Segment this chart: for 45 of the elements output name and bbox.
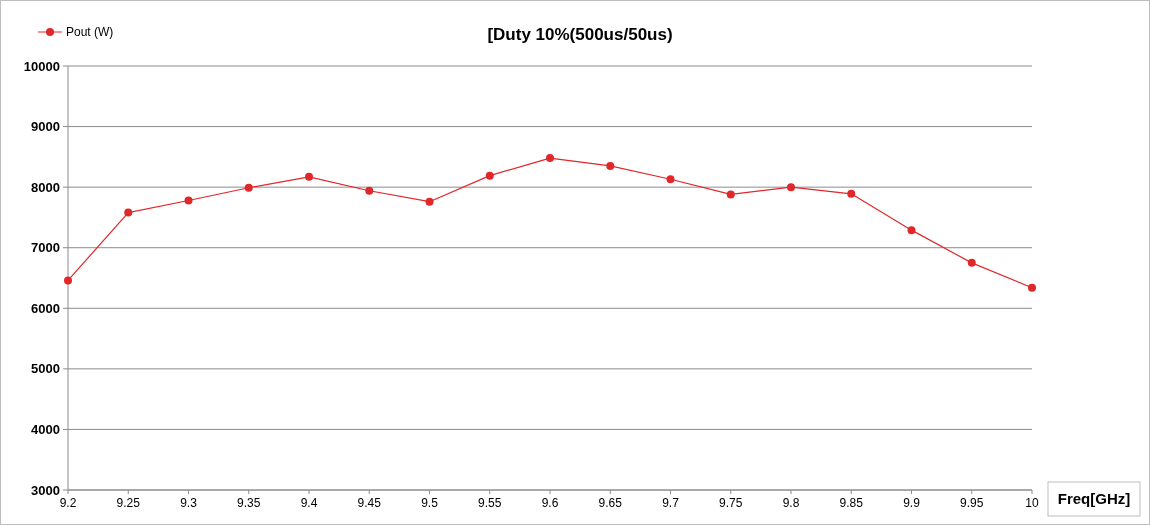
point [485, 171, 494, 180]
point [64, 276, 72, 285]
x-tick-label: 9.6 [541, 496, 559, 510]
x-tick-label: 9.95 [960, 496, 984, 510]
point [184, 196, 193, 205]
point [1028, 283, 1036, 292]
y-tick-label: 3000 [31, 482, 60, 498]
x-axis-title: Freq[GHz] [1057, 490, 1131, 508]
x-tick-label: 10 [1025, 496, 1039, 510]
x-tick-label: 9.45 [357, 496, 382, 510]
point [124, 208, 133, 217]
point [967, 258, 976, 267]
point [726, 190, 735, 199]
legend-label: Pout (W) [66, 25, 114, 40]
x-tick-label: 9.65 [598, 496, 623, 510]
x-tick-label: 9.75 [719, 496, 743, 510]
point [606, 161, 615, 170]
point [425, 197, 434, 206]
x-tick-label: 9.8 [782, 496, 800, 510]
x-tick-label: 9.25 [116, 496, 141, 510]
x-tick-label: 9.4 [300, 496, 318, 510]
y-tick-label: 5000 [31, 361, 60, 377]
point [787, 183, 795, 192]
x-tick-label: 9.7 [662, 496, 680, 510]
point [365, 186, 374, 195]
point [305, 172, 313, 181]
x-tick-label: 9.3 [180, 496, 198, 510]
x-tick-label: 9.5 [421, 496, 439, 510]
y-tick-label: 8000 [31, 179, 60, 195]
x-tick-label: 9.85 [839, 496, 864, 510]
y-tick-label: 9000 [31, 119, 60, 135]
chart-title: [Duty 10%(500us/50us) [487, 25, 673, 44]
y-tick-label: 10000 [23, 58, 60, 74]
point [546, 154, 554, 163]
point [847, 189, 856, 198]
y-tick-label: 4000 [31, 421, 60, 437]
x-tick-label: 9.35 [237, 496, 261, 510]
y-tick-label: 6000 [31, 300, 60, 316]
x-tick-label: 9.55 [478, 496, 502, 510]
point [666, 175, 675, 184]
point [907, 226, 916, 235]
x-tick-label: 9.2 [59, 496, 77, 510]
x-tick-label: 9.9 [903, 496, 921, 510]
y-tick-label: 7000 [31, 240, 60, 256]
point [244, 183, 253, 192]
